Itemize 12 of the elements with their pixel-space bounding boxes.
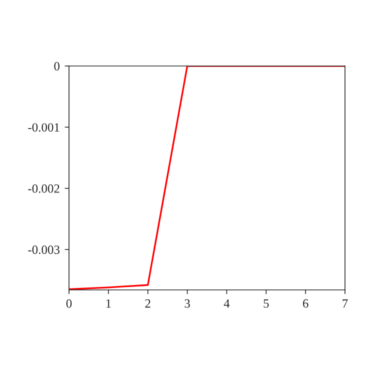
y-tick-label: -0.002 — [28, 184, 60, 193]
x-tick-label: 0 — [66, 299, 72, 308]
x-tick-label: 1 — [106, 299, 111, 308]
y-tick-label: -0.003 — [28, 246, 60, 254]
x-tick-label: 7 — [342, 299, 348, 308]
y-tick-label: -0.001 — [28, 123, 60, 132]
y-tick-label: 0 — [54, 62, 60, 70]
x-tick-label: 4 — [224, 299, 230, 308]
x-tick-label: 6 — [302, 299, 308, 308]
x-tick-label: 2 — [145, 299, 150, 308]
x-tick-label: 5 — [264, 299, 269, 308]
x-tick-label: 3 — [184, 299, 190, 308]
